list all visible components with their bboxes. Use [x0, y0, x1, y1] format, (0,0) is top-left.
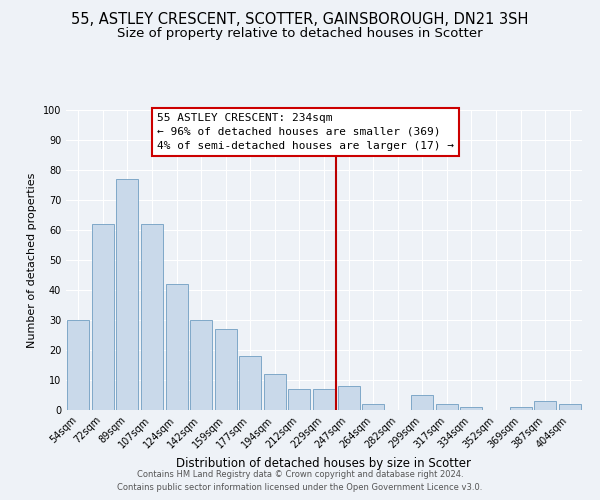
Bar: [289, 389, 310, 410]
Text: 55, ASTLEY CRESCENT, SCOTTER, GAINSBOROUGH, DN21 3SH: 55, ASTLEY CRESCENT, SCOTTER, GAINSBOROU…: [71, 12, 529, 28]
Bar: [166, 284, 188, 410]
Bar: [264, 374, 286, 410]
Bar: [313, 389, 335, 410]
Bar: [559, 404, 581, 410]
Bar: [460, 407, 482, 410]
Bar: [362, 404, 384, 410]
Text: 55 ASTLEY CRESCENT: 234sqm
← 96% of detached houses are smaller (369)
4% of semi: 55 ASTLEY CRESCENT: 234sqm ← 96% of deta…: [157, 113, 454, 151]
X-axis label: Distribution of detached houses by size in Scotter: Distribution of detached houses by size …: [176, 456, 472, 469]
Bar: [116, 179, 139, 410]
Y-axis label: Number of detached properties: Number of detached properties: [27, 172, 37, 348]
Text: Size of property relative to detached houses in Scotter: Size of property relative to detached ho…: [117, 28, 483, 40]
Bar: [534, 401, 556, 410]
Bar: [411, 395, 433, 410]
Bar: [67, 320, 89, 410]
Bar: [215, 329, 237, 410]
Text: Contains HM Land Registry data © Crown copyright and database right 2024.
Contai: Contains HM Land Registry data © Crown c…: [118, 470, 482, 492]
Bar: [509, 407, 532, 410]
Bar: [141, 224, 163, 410]
Bar: [92, 224, 114, 410]
Bar: [190, 320, 212, 410]
Bar: [239, 356, 262, 410]
Bar: [338, 386, 359, 410]
Bar: [436, 404, 458, 410]
